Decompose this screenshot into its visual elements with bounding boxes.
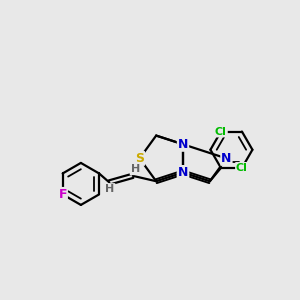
- Text: H: H: [130, 164, 140, 174]
- Text: N: N: [178, 166, 188, 179]
- Text: Cl: Cl: [215, 127, 227, 136]
- Text: N: N: [221, 152, 232, 165]
- Text: N: N: [178, 138, 188, 151]
- Text: H: H: [105, 184, 115, 194]
- Text: Cl: Cl: [236, 163, 248, 173]
- Text: F: F: [58, 188, 67, 201]
- Text: N: N: [178, 166, 188, 179]
- Text: S: S: [135, 152, 144, 165]
